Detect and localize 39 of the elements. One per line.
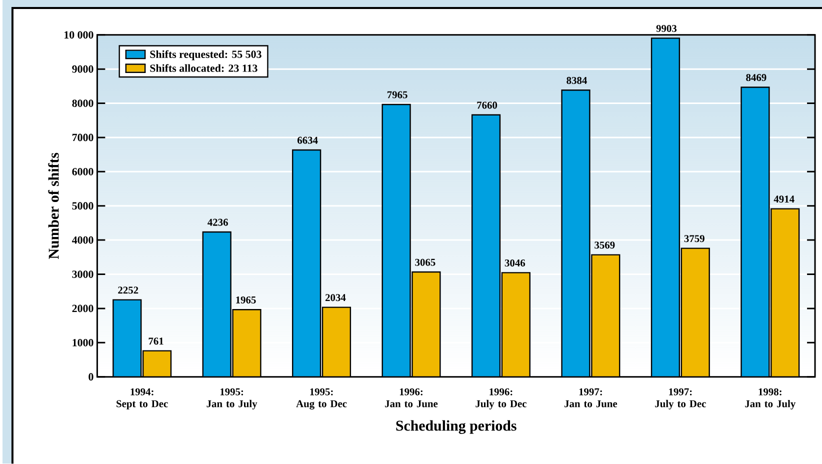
data-label: 4914: [774, 196, 794, 203]
data-label: 3065: [415, 259, 436, 266]
y-tick-label: 4000: [72, 236, 94, 244]
y-tick-label: 2000: [72, 304, 94, 312]
x-tick-label: 1995: Jan to July: [206, 388, 258, 410]
y-tick-label: 8000: [72, 100, 94, 108]
y-tick-label: 0: [88, 373, 94, 381]
data-label: 3569: [594, 242, 615, 249]
x-tick-label: 1994: Sept to Dec: [116, 388, 168, 410]
x-tick-label: 1995: Aug to Dec: [296, 388, 347, 410]
x-tick-label: 1996: Jan to June: [385, 388, 438, 408]
legend-label: Shifts allocated: 23 113: [150, 64, 258, 72]
y-tick-label: 10 000: [64, 31, 94, 39]
data-label: 1965: [236, 296, 256, 304]
y-tick-label: 7000: [72, 134, 94, 142]
data-label: 4236: [208, 219, 228, 226]
data-label: 7660: [477, 102, 498, 109]
y-tick-label: 3000: [72, 270, 94, 278]
data-label: 8384: [566, 77, 587, 84]
y-tick-label: 6000: [72, 168, 94, 176]
data-label: 761: [148, 338, 164, 345]
data-label: 8469: [746, 74, 766, 82]
y-tick-label: 5000: [72, 202, 94, 210]
data-label: 7965: [387, 91, 408, 98]
x-tick-label: 1998: Jan to July: [745, 388, 796, 410]
x-tick-label: 1997: Jan to June: [564, 388, 618, 408]
data-label: 2252: [118, 286, 138, 294]
data-label: 3759: [684, 235, 704, 242]
y-tick-label: 1000: [72, 339, 94, 347]
data-label: 3046: [504, 260, 526, 267]
x-axis-title: Scheduling periods: [396, 420, 516, 434]
y-tick-label: 9000: [72, 66, 94, 73]
data-label: 9903: [656, 25, 677, 32]
data-label: 6634: [297, 137, 318, 144]
x-tick-label: 1996: July to Dec: [476, 388, 526, 410]
legend-label: Shifts requested: 55 503: [150, 50, 262, 60]
x-tick-label: 1997: July to Dec: [655, 388, 706, 410]
y-axis-title: Number of shifts: [48, 153, 59, 260]
data-label: 2034: [325, 294, 346, 302]
